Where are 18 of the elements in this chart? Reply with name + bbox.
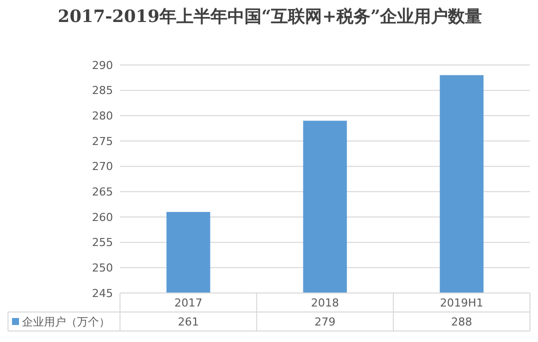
x-tick-label: 2018	[311, 296, 339, 310]
chart-title: 2017-2019年上半年中国“互联网+税务”企业用户数量	[58, 7, 482, 27]
y-tick-label: 260	[92, 210, 113, 224]
y-tick-label: 290	[92, 58, 113, 72]
data-label: 261	[178, 315, 199, 328]
y-tick-label: 275	[92, 134, 113, 148]
y-tick-label: 245	[92, 286, 113, 300]
y-tick-label: 285	[92, 84, 113, 98]
y-tick-label: 270	[92, 160, 113, 174]
x-tick-label: 2019H1	[440, 296, 484, 310]
y-tick-label: 265	[92, 186, 113, 199]
y-tick-label: 250	[92, 262, 113, 275]
x-tick-label: 2017	[174, 296, 202, 310]
y-tick-label: 280	[92, 110, 113, 123]
legend-label: 企业用户（万个）	[22, 315, 110, 328]
data-label: 279	[314, 315, 336, 328]
y-tick-label: 255	[92, 236, 113, 250]
data-label: 288	[451, 315, 472, 328]
